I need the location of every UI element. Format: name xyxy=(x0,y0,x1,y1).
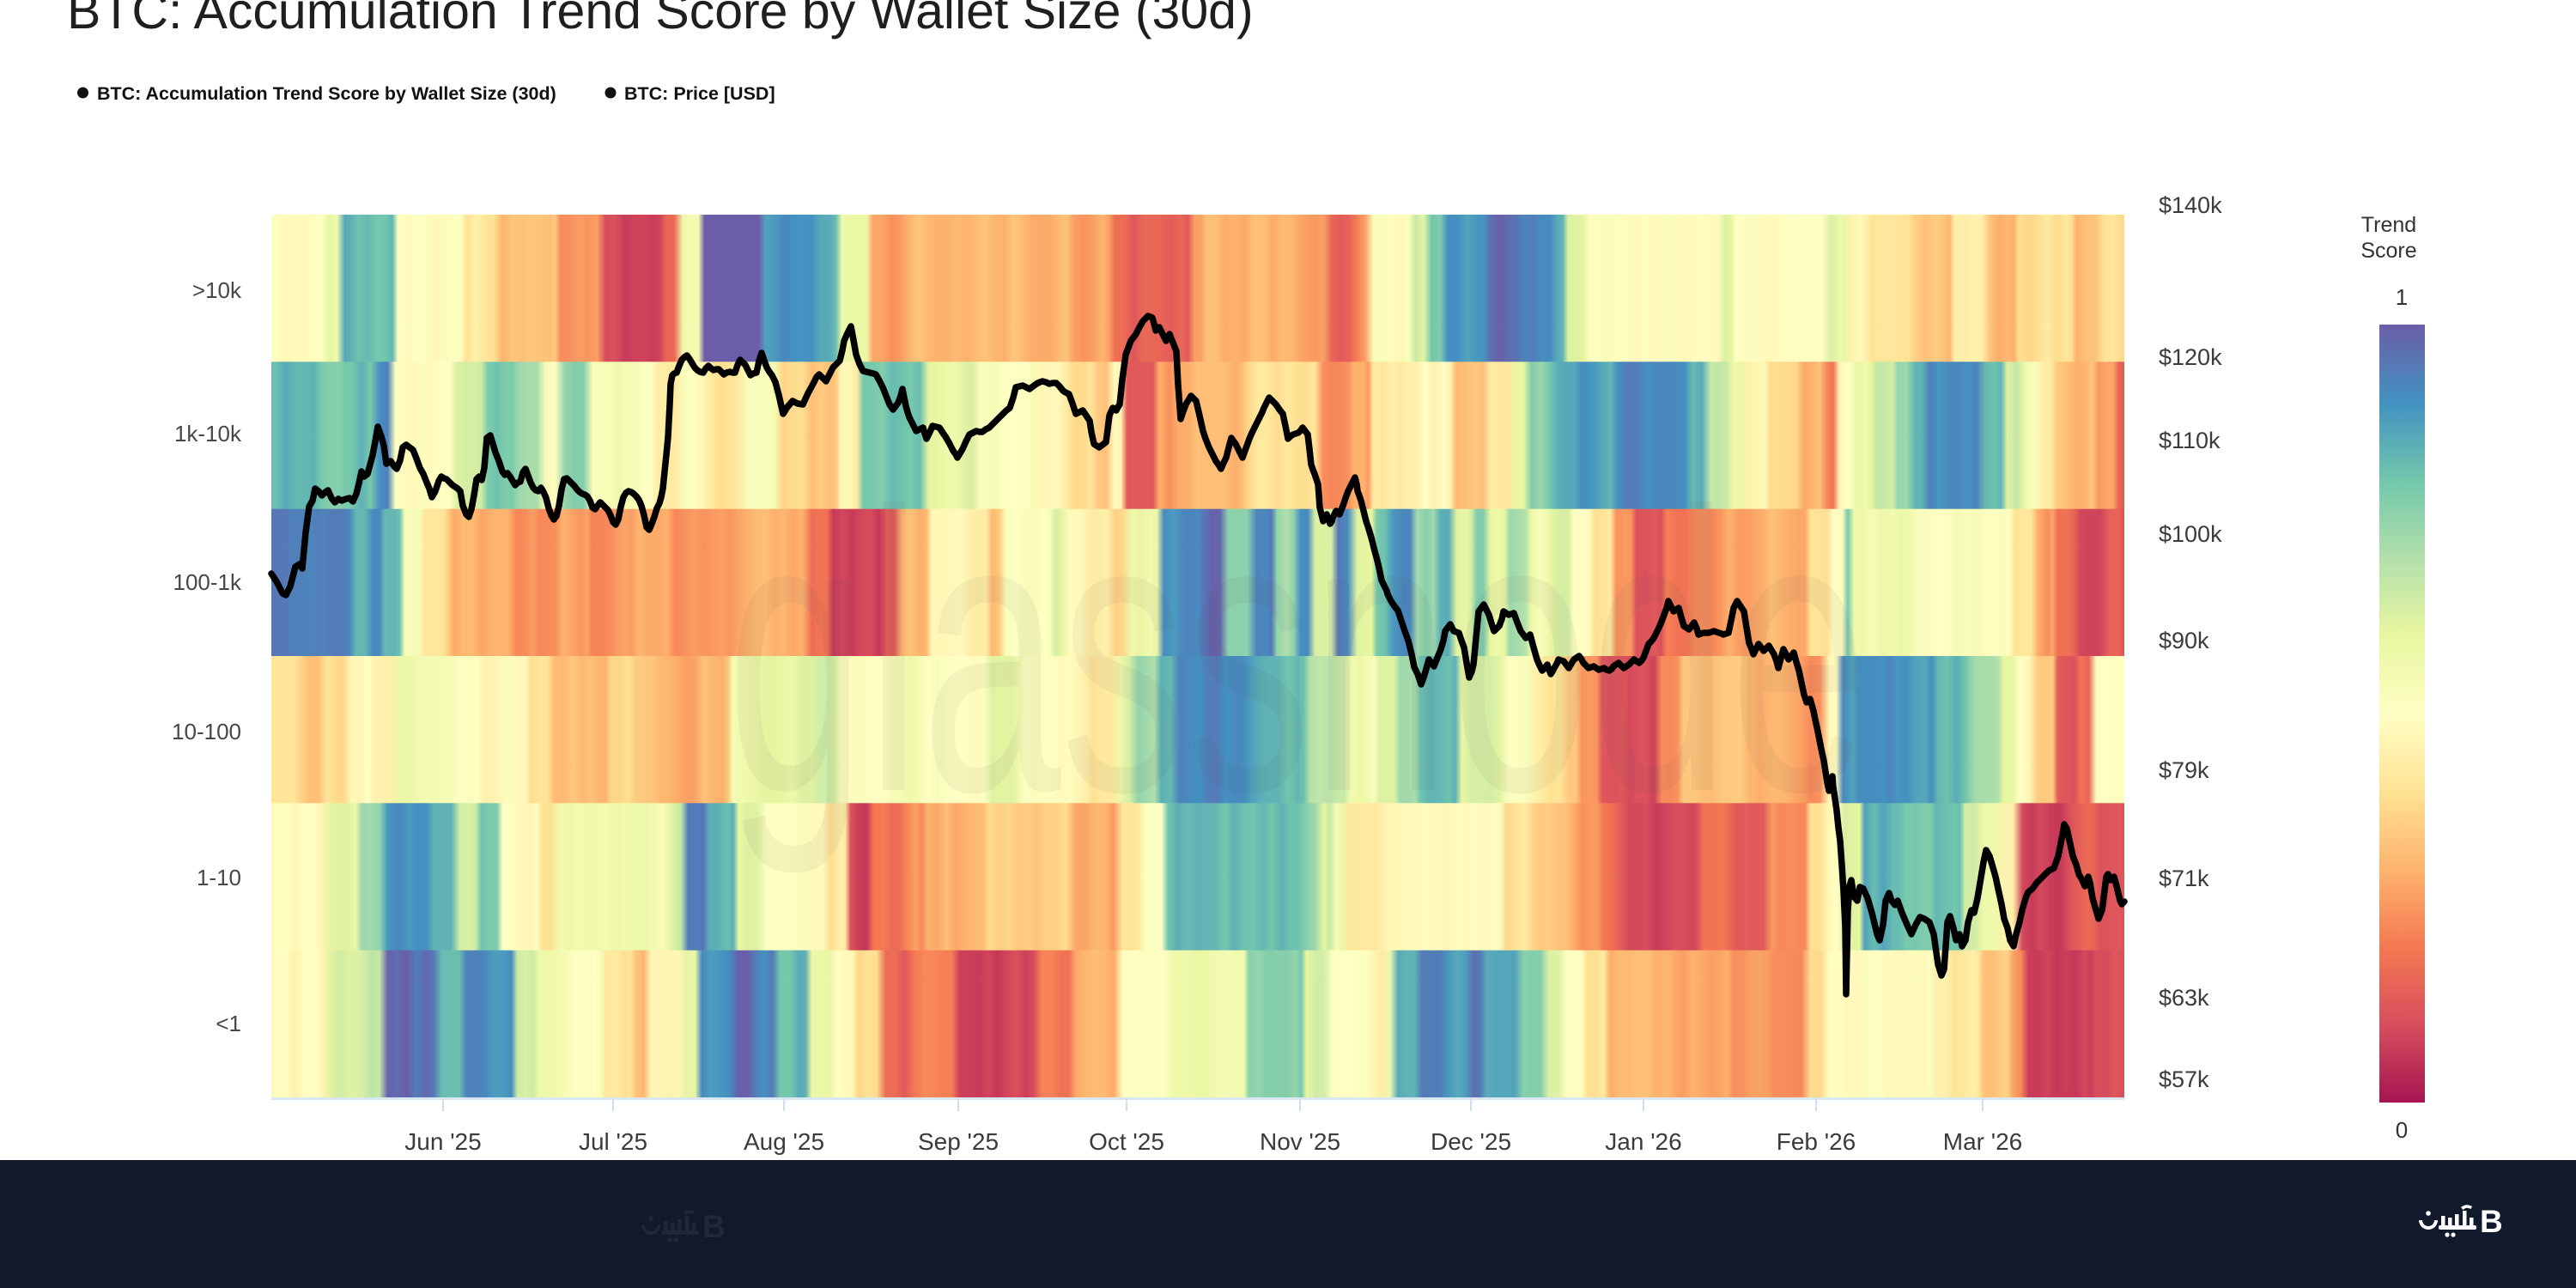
svg-text:BTC: Accumulation Trend Score: BTC: Accumulation Trend Score by Wallet … xyxy=(97,83,556,104)
svg-text:1k-10k: 1k-10k xyxy=(174,421,242,447)
svg-text:Dec '25: Dec '25 xyxy=(1431,1128,1511,1155)
svg-text:Jul '25: Jul '25 xyxy=(579,1128,647,1155)
svg-text:BTC: Accumulation Trend Score: BTC: Accumulation Trend Score by Wallet … xyxy=(67,0,1254,39)
svg-text:Oct '25: Oct '25 xyxy=(1089,1128,1164,1155)
svg-text:100-1k: 100-1k xyxy=(173,569,242,595)
svg-text:$71k: $71k xyxy=(2159,866,2209,891)
svg-text:Feb '26: Feb '26 xyxy=(1777,1128,1856,1155)
svg-text:1-10: 1-10 xyxy=(197,865,241,890)
svg-text:$57k: $57k xyxy=(2159,1066,2209,1092)
svg-text:$120k: $120k xyxy=(2159,344,2222,370)
svg-text:10-100: 10-100 xyxy=(172,719,241,744)
svg-text:Score: Score xyxy=(2360,239,2416,263)
svg-text:Mar '26: Mar '26 xyxy=(1943,1128,2023,1155)
svg-text:B: B xyxy=(2480,1204,2503,1239)
svg-text:Sep '25: Sep '25 xyxy=(918,1128,999,1155)
svg-text:$63k: $63k xyxy=(2159,985,2209,1011)
svg-text:Jan '26: Jan '26 xyxy=(1605,1128,1681,1155)
svg-text:$140k: $140k xyxy=(2159,192,2222,218)
svg-text:$90k: $90k xyxy=(2159,628,2209,653)
svg-text:Trend: Trend xyxy=(2361,213,2416,237)
svg-text:Nov '25: Nov '25 xyxy=(1260,1128,1340,1155)
svg-text:glassnode: glassnode xyxy=(726,429,1868,877)
svg-text:Aug '25: Aug '25 xyxy=(744,1128,824,1155)
svg-text:>10k: >10k xyxy=(192,277,242,303)
svg-text:$110k: $110k xyxy=(2159,428,2221,453)
svg-text:$79k: $79k xyxy=(2159,757,2209,783)
svg-text:$100k: $100k xyxy=(2159,521,2222,547)
svg-text:BTC: Price [USD]: BTC: Price [USD] xyxy=(624,83,775,104)
svg-text:<1: <1 xyxy=(216,1011,241,1036)
svg-text:Jun '25: Jun '25 xyxy=(404,1128,481,1155)
svg-text:0: 0 xyxy=(2396,1117,2408,1143)
svg-text:1: 1 xyxy=(2396,284,2408,310)
